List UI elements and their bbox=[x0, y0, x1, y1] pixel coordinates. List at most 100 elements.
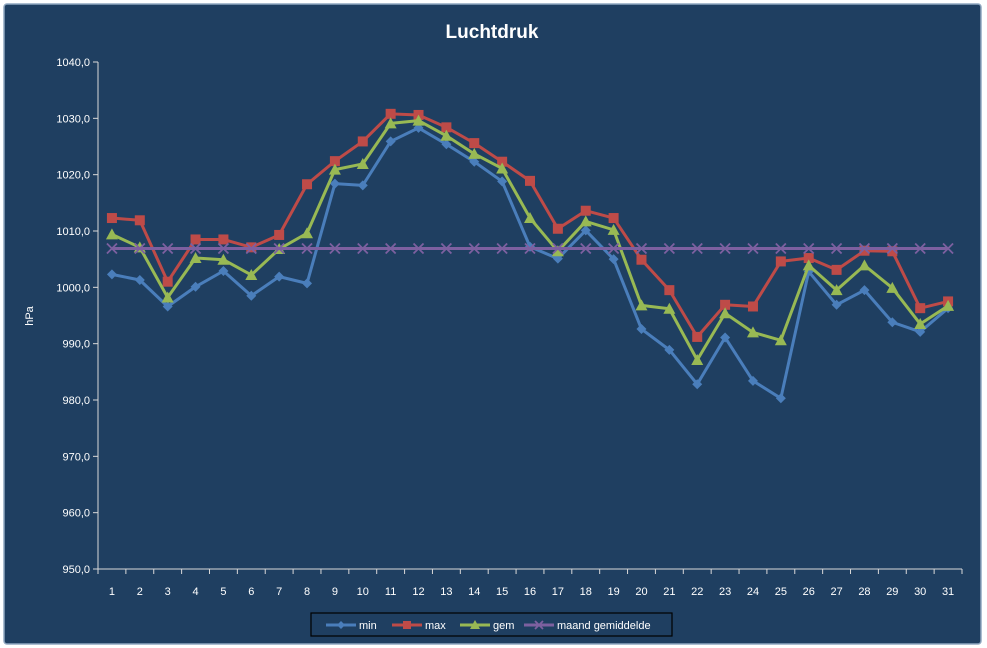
data-point bbox=[802, 259, 815, 271]
series-min bbox=[106, 122, 954, 404]
x-tick-label: 7 bbox=[276, 586, 282, 598]
x-tick-label: 8 bbox=[304, 586, 310, 598]
data-point bbox=[859, 245, 870, 256]
legend-label: max bbox=[425, 620, 446, 632]
data-point bbox=[440, 242, 453, 255]
data-point bbox=[747, 242, 759, 255]
data-point bbox=[942, 242, 954, 255]
data-point bbox=[385, 242, 397, 255]
data-point bbox=[692, 379, 703, 390]
data-point bbox=[329, 156, 340, 167]
data-point bbox=[385, 108, 396, 119]
data-point bbox=[469, 138, 480, 149]
data-point bbox=[663, 302, 676, 314]
data-point bbox=[859, 285, 870, 296]
x-tick-label: 13 bbox=[440, 586, 452, 598]
x-tick-label: 30 bbox=[914, 586, 926, 598]
data-point bbox=[162, 276, 173, 287]
y-axis-title: hPa bbox=[24, 305, 36, 325]
data-point bbox=[217, 253, 230, 265]
legend-box bbox=[310, 612, 673, 637]
y-tick-label: 970,0 bbox=[62, 451, 90, 463]
x-tick-label: 4 bbox=[192, 586, 198, 598]
x-tick-label: 9 bbox=[332, 586, 338, 598]
data-point bbox=[886, 281, 899, 293]
plot-area bbox=[105, 108, 955, 404]
x-tick-label: 26 bbox=[803, 586, 815, 598]
x-tick-label: 18 bbox=[580, 586, 592, 598]
data-point bbox=[579, 215, 592, 227]
x-tick-label: 20 bbox=[635, 586, 647, 598]
data-point bbox=[301, 227, 314, 239]
x-tick-label: 12 bbox=[412, 586, 424, 598]
data-point bbox=[831, 264, 842, 275]
data-point bbox=[719, 307, 732, 319]
data-point bbox=[412, 114, 425, 126]
x-tick-label: 6 bbox=[248, 586, 254, 598]
data-point bbox=[106, 213, 117, 224]
legend-item: min bbox=[326, 620, 377, 632]
data-point bbox=[385, 136, 396, 147]
data-point bbox=[720, 332, 731, 343]
data-point bbox=[664, 285, 675, 296]
y-axis: 950,0 960,0 970,0 980,0 990,0 1000,0 1010,0 102… bbox=[56, 57, 99, 576]
data-point bbox=[162, 242, 174, 255]
data-point bbox=[747, 375, 758, 386]
data-point bbox=[746, 326, 759, 338]
chart-title: Luchtdruk bbox=[446, 22, 539, 43]
data-point bbox=[161, 291, 174, 303]
data-point bbox=[524, 242, 536, 255]
data-point bbox=[106, 269, 117, 280]
y-tick-label: 990,0 bbox=[62, 339, 90, 351]
y-tick-label: 1020,0 bbox=[56, 170, 90, 182]
data-point bbox=[607, 223, 620, 235]
x-tick-label: 29 bbox=[886, 586, 898, 598]
data-point bbox=[803, 253, 814, 264]
y-tick-label: 980,0 bbox=[62, 395, 90, 407]
data-point bbox=[468, 147, 481, 159]
data-point bbox=[636, 324, 647, 335]
data-point bbox=[302, 179, 313, 190]
y-tick-label: 1030,0 bbox=[56, 113, 90, 125]
series-maand-gemiddelde bbox=[106, 242, 954, 255]
data-point bbox=[274, 229, 285, 240]
data-point bbox=[914, 242, 926, 255]
legend-label: min bbox=[359, 620, 377, 632]
data-point bbox=[134, 215, 145, 226]
data-point bbox=[942, 299, 955, 311]
x-tick-label: 3 bbox=[165, 586, 171, 598]
data-point bbox=[441, 139, 452, 150]
data-point bbox=[329, 178, 340, 189]
data-point bbox=[274, 271, 285, 282]
data-point bbox=[635, 242, 648, 255]
x-tick-label: 11 bbox=[385, 586, 396, 598]
x-tick-label: 17 bbox=[552, 586, 564, 598]
series-gem bbox=[105, 114, 955, 366]
data-point bbox=[886, 242, 898, 255]
data-point bbox=[302, 278, 313, 289]
legend-marker bbox=[470, 620, 480, 629]
data-point bbox=[552, 242, 564, 255]
legend-marker bbox=[403, 621, 411, 629]
data-point bbox=[747, 301, 758, 312]
data-point bbox=[580, 242, 592, 255]
data-point bbox=[858, 242, 871, 255]
legend-item: gem bbox=[460, 620, 514, 632]
data-point bbox=[105, 228, 118, 240]
data-point bbox=[774, 334, 787, 346]
x-tick-label: 15 bbox=[496, 586, 508, 598]
data-point bbox=[915, 303, 926, 314]
y-tick-label: 1040,0 bbox=[56, 57, 90, 69]
data-point bbox=[524, 212, 536, 224]
data-point bbox=[636, 254, 647, 265]
data-point bbox=[301, 242, 313, 255]
x-tick-label: 21 bbox=[663, 586, 675, 598]
legend-marker bbox=[337, 621, 345, 629]
data-point bbox=[691, 354, 704, 366]
data-point bbox=[190, 234, 201, 245]
data-point bbox=[134, 242, 146, 255]
data-point bbox=[664, 344, 675, 355]
data-point bbox=[608, 213, 619, 224]
